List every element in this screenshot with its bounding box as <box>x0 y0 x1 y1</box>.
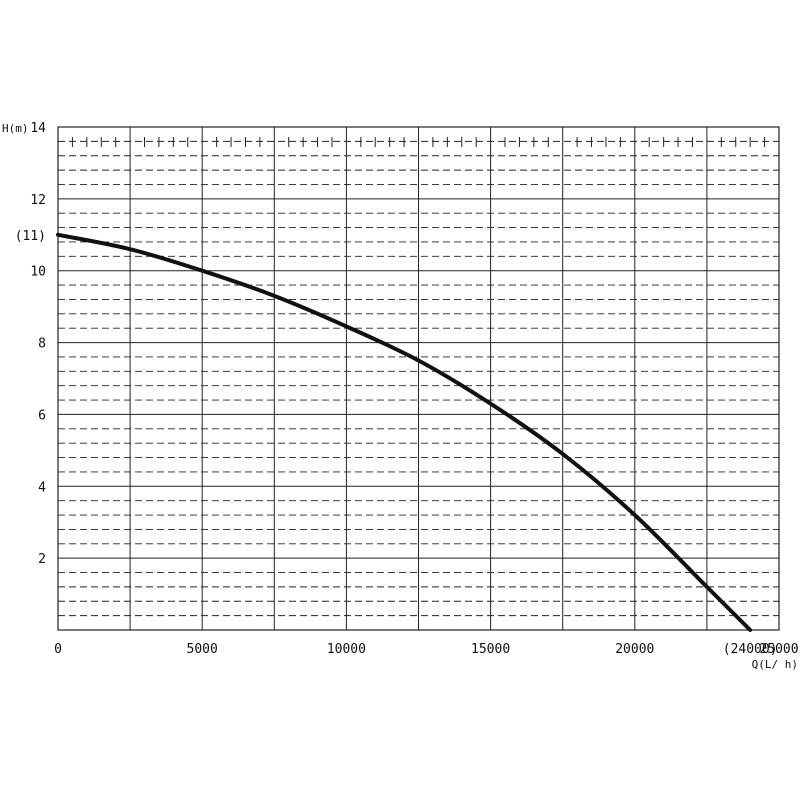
plot-frame <box>57 126 780 631</box>
series-group <box>56 232 753 632</box>
x-tick-label: 5000 <box>187 642 218 657</box>
x-tick-label: 15000 <box>471 642 510 657</box>
y-tick-label: 6 <box>38 408 46 423</box>
y-tick-label: 12 <box>30 193 46 208</box>
y-tick-label: 8 <box>38 337 46 352</box>
x-axis-ticks: 0 5000 10000 15000 20000 (24000)25000 <box>54 642 798 657</box>
performance-curve <box>56 232 753 632</box>
y-axis-label: H(m) <box>2 122 29 135</box>
grid <box>58 127 779 630</box>
x-tick-label: 0 <box>54 642 62 657</box>
x-tick-label: 20000 <box>615 642 654 657</box>
x-tick-label: (24000) <box>723 642 778 657</box>
y-tick-label: 10 <box>30 265 46 280</box>
y-axis-ticks: 2 4 6 8 10 (11) 12 14 <box>15 121 46 567</box>
y-tick-label: 2 <box>38 552 46 567</box>
x-axis-label: Q(L/ h) <box>752 658 798 671</box>
x-tick-label: 25000 <box>759 642 798 657</box>
x-tick-label: 10000 <box>327 642 366 657</box>
y-tick-label: (11) <box>15 229 46 244</box>
y-tick-label: 14 <box>30 121 46 136</box>
y-tick-label: 4 <box>38 480 46 495</box>
